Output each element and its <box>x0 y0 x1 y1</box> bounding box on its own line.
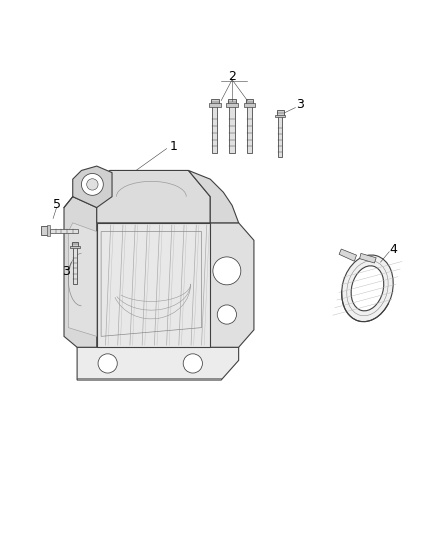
Bar <box>47 225 50 236</box>
Ellipse shape <box>351 266 384 311</box>
Bar <box>41 227 48 235</box>
Polygon shape <box>188 171 239 223</box>
Text: 5: 5 <box>53 198 61 211</box>
Bar <box>277 110 283 116</box>
Circle shape <box>87 179 98 190</box>
Text: 3: 3 <box>296 99 304 111</box>
Bar <box>278 116 283 157</box>
Bar <box>211 99 219 105</box>
Polygon shape <box>68 223 97 336</box>
Bar <box>246 99 254 105</box>
Bar <box>70 246 80 248</box>
Polygon shape <box>360 253 376 263</box>
Text: 2: 2 <box>228 70 236 83</box>
Bar <box>72 242 78 247</box>
Bar <box>247 105 252 153</box>
Circle shape <box>183 354 202 373</box>
Bar <box>275 115 285 117</box>
Ellipse shape <box>342 255 393 321</box>
Text: 1: 1 <box>169 140 177 153</box>
Polygon shape <box>210 223 254 348</box>
Circle shape <box>213 257 241 285</box>
Text: 4: 4 <box>390 243 398 255</box>
Bar <box>73 247 77 284</box>
Bar <box>50 229 78 233</box>
Circle shape <box>217 305 237 324</box>
Bar <box>230 105 235 153</box>
Circle shape <box>98 354 117 373</box>
Polygon shape <box>77 348 239 380</box>
Bar <box>212 105 217 153</box>
Bar <box>209 103 220 107</box>
Bar <box>226 103 238 107</box>
Bar <box>244 103 255 107</box>
Text: 3: 3 <box>62 265 70 278</box>
Polygon shape <box>97 223 210 348</box>
Polygon shape <box>73 166 112 207</box>
Circle shape <box>81 174 103 195</box>
Polygon shape <box>339 249 357 261</box>
Polygon shape <box>73 171 210 223</box>
Polygon shape <box>64 197 97 348</box>
Bar <box>228 99 236 105</box>
